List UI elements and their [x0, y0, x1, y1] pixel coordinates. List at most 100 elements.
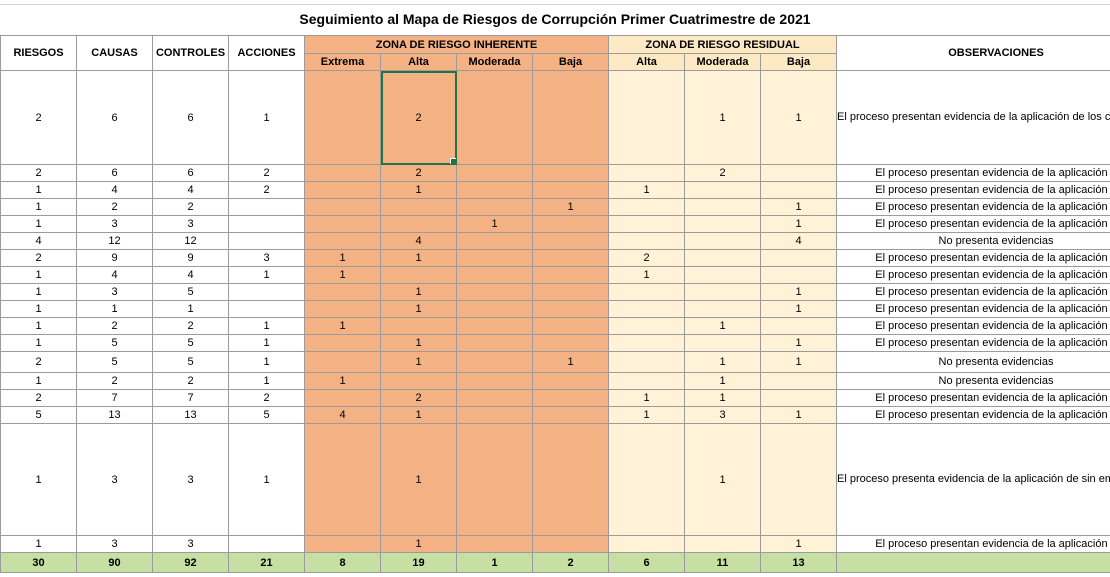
total-acciones[interactable]: 21	[228, 552, 305, 573]
cell-riesgos[interactable]: 2	[0, 70, 77, 165]
cell-res-baja[interactable]	[759, 249, 838, 267]
cell-causas[interactable]: 6	[76, 164, 153, 182]
cell-inh-extrema[interactable]	[304, 232, 381, 250]
cell-res-moderada[interactable]: 1	[684, 317, 761, 335]
cell-inh-extrema[interactable]: 1	[304, 249, 381, 267]
cell-res-moderada[interactable]	[684, 283, 761, 301]
cell-inh-baja[interactable]	[532, 249, 609, 267]
cell-res-baja[interactable]: 1	[759, 198, 838, 216]
cell-res-moderada[interactable]	[684, 300, 761, 318]
cell-acciones[interactable]: 1	[228, 334, 305, 352]
cell-controles[interactable]: 12	[152, 232, 229, 250]
total-inh-extrema[interactable]: 8	[304, 552, 381, 573]
cell-res-moderada[interactable]: 1	[684, 372, 761, 390]
cell-acciones[interactable]: 2	[228, 164, 305, 182]
cell-causas[interactable]: 3	[76, 423, 153, 536]
total-res-moderada[interactable]: 11	[684, 552, 761, 573]
cell-riesgos[interactable]: 1	[0, 535, 77, 553]
cell-inh-extrema[interactable]	[304, 389, 381, 407]
cell-acciones[interactable]: 1	[228, 351, 305, 373]
cell-controles[interactable]: 2	[152, 372, 229, 390]
header-observaciones[interactable]: OBSERVACIONES	[836, 35, 1110, 71]
cell-res-alta[interactable]	[608, 317, 685, 335]
cell-riesgos[interactable]: 1	[0, 300, 77, 318]
cell-inh-moderada[interactable]	[456, 406, 533, 424]
cell-inh-moderada[interactable]	[456, 389, 533, 407]
cell-inh-baja[interactable]	[532, 181, 609, 199]
cell-observaciones[interactable]: El proceso presentan evidencia de la apl…	[836, 181, 1110, 199]
cell-inh-baja[interactable]	[532, 334, 609, 352]
cell-res-moderada[interactable]	[684, 232, 761, 250]
cell-observaciones[interactable]: El proceso presentan evidencia de la apl…	[836, 215, 1110, 233]
cell-inh-baja[interactable]	[532, 317, 609, 335]
cell-res-moderada[interactable]	[684, 266, 761, 284]
cell-res-alta[interactable]	[608, 423, 685, 536]
cell-riesgos[interactable]: 1	[0, 372, 77, 390]
header-res-moderada[interactable]: Moderada	[684, 53, 761, 71]
cell-causas[interactable]: 3	[76, 535, 153, 553]
total-riesgos[interactable]: 30	[0, 552, 77, 573]
cell-res-moderada[interactable]: 1	[684, 423, 761, 536]
cell-inh-baja[interactable]: 1	[532, 351, 609, 373]
cell-res-baja[interactable]: 1	[759, 70, 838, 165]
cell-inh-alta[interactable]: 4	[380, 232, 457, 250]
cell-res-moderada[interactable]	[684, 334, 761, 352]
cell-riesgos[interactable]: 2	[0, 249, 77, 267]
cell-inh-baja[interactable]	[532, 423, 609, 536]
cell-res-baja[interactable]: 1	[759, 406, 838, 424]
cell-causas[interactable]: 3	[76, 215, 153, 233]
cell-res-alta[interactable]	[608, 300, 685, 318]
total-inh-alta[interactable]: 19	[380, 552, 457, 573]
cell-res-baja[interactable]: 1	[759, 300, 838, 318]
cell-res-baja[interactable]	[759, 181, 838, 199]
cell-causas[interactable]: 9	[76, 249, 153, 267]
cell-riesgos[interactable]: 1	[0, 266, 77, 284]
cell-acciones[interactable]: 1	[228, 70, 305, 165]
cell-inh-moderada[interactable]	[456, 164, 533, 182]
cell-inh-alta[interactable]: 1	[380, 283, 457, 301]
cell-res-moderada[interactable]: 1	[684, 389, 761, 407]
cell-res-moderada[interactable]	[684, 535, 761, 553]
cell-inh-moderada[interactable]	[456, 535, 533, 553]
cell-observaciones[interactable]: El proceso presentan evidencia de la apl…	[836, 198, 1110, 216]
cell-inh-moderada[interactable]	[456, 266, 533, 284]
total-inh-baja[interactable]: 2	[532, 552, 609, 573]
cell-riesgos[interactable]: 1	[0, 283, 77, 301]
header-inh-extrema[interactable]: Extrema	[304, 53, 381, 71]
cell-acciones[interactable]: 2	[228, 181, 305, 199]
cell-controles[interactable]: 5	[152, 334, 229, 352]
cell-acciones[interactable]: 1	[228, 423, 305, 536]
cell-observaciones[interactable]: El proceso presentan evidencia de la apl…	[836, 406, 1110, 424]
cell-acciones[interactable]	[228, 535, 305, 553]
selected-cell[interactable]: 2	[380, 70, 457, 165]
cell-controles[interactable]: 3	[152, 535, 229, 553]
cell-riesgos[interactable]: 2	[0, 164, 77, 182]
cell-observaciones[interactable]: El proceso presentan evidencia de la apl…	[836, 334, 1110, 352]
cell-observaciones[interactable]: El proceso presenta evidencia de la apli…	[836, 423, 1110, 536]
cell-observaciones[interactable]: El proceso presentan evidencia de la apl…	[836, 300, 1110, 318]
header-inh-baja[interactable]: Baja	[532, 53, 609, 71]
cell-acciones[interactable]: 3	[228, 249, 305, 267]
cell-causas[interactable]: 1	[76, 300, 153, 318]
cell-res-moderada[interactable]: 1	[684, 70, 761, 165]
cell-inh-baja[interactable]	[532, 283, 609, 301]
cell-res-baja[interactable]	[759, 372, 838, 390]
cell-riesgos[interactable]: 1	[0, 198, 77, 216]
cell-res-baja[interactable]: 1	[759, 283, 838, 301]
cell-res-baja[interactable]	[759, 423, 838, 536]
cell-res-alta[interactable]	[608, 372, 685, 390]
cell-inh-extrema[interactable]: 4	[304, 406, 381, 424]
cell-riesgos[interactable]: 1	[0, 334, 77, 352]
cell-causas[interactable]: 3	[76, 283, 153, 301]
cell-acciones[interactable]: 1	[228, 317, 305, 335]
cell-observaciones[interactable]: El proceso presentan evidencia de la apl…	[836, 317, 1110, 335]
cell-inh-alta[interactable]: 1	[380, 535, 457, 553]
cell-observaciones[interactable]: No presenta evidencias	[836, 232, 1110, 250]
cell-riesgos[interactable]: 1	[0, 423, 77, 536]
cell-res-baja[interactable]	[759, 266, 838, 284]
cell-inh-extrema[interactable]: 1	[304, 317, 381, 335]
cell-res-moderada[interactable]: 2	[684, 164, 761, 182]
cell-inh-moderada[interactable]	[456, 334, 533, 352]
cell-causas[interactable]: 2	[76, 198, 153, 216]
cell-inh-baja[interactable]	[532, 389, 609, 407]
